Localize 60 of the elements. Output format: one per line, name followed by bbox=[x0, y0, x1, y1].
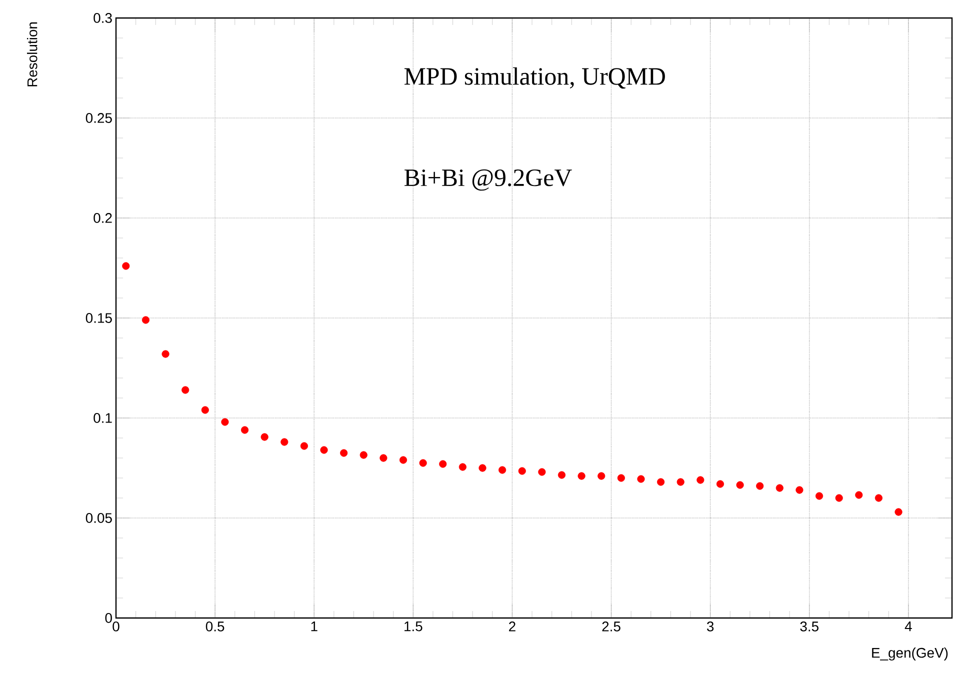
point bbox=[637, 475, 645, 483]
point bbox=[419, 459, 427, 467]
point bbox=[716, 480, 724, 488]
point bbox=[657, 478, 665, 486]
x-tick-label: 3.5 bbox=[800, 622, 818, 632]
point bbox=[855, 491, 863, 499]
point bbox=[736, 481, 744, 489]
y-tick-label: 0.1 bbox=[94, 413, 112, 423]
point bbox=[578, 472, 586, 480]
point bbox=[874, 494, 882, 502]
point bbox=[240, 426, 249, 434]
y-axis-title: Resolution bbox=[27, 22, 38, 86]
x-tick-label: 3 bbox=[706, 622, 714, 632]
point bbox=[796, 486, 804, 494]
point bbox=[399, 456, 408, 464]
point bbox=[756, 482, 764, 490]
point bbox=[201, 406, 209, 414]
point bbox=[478, 464, 486, 472]
point bbox=[518, 467, 526, 475]
y-tick-label: 0 bbox=[105, 613, 112, 623]
x-tick-label: 0 bbox=[112, 622, 120, 632]
x-tick-label: 4 bbox=[904, 622, 912, 632]
x-tick-label: 2 bbox=[509, 622, 516, 632]
y-tick-label: 0.3 bbox=[94, 13, 112, 23]
x-axis-title: E_gen(GeV) bbox=[872, 648, 948, 661]
point bbox=[538, 468, 546, 476]
point bbox=[696, 476, 704, 484]
point bbox=[380, 454, 388, 462]
annotation: Bi+Bi @9.2GeV bbox=[404, 169, 572, 191]
point bbox=[617, 474, 625, 482]
y-tick-label: 0.25 bbox=[86, 113, 112, 123]
point bbox=[360, 451, 368, 459]
point bbox=[439, 460, 447, 468]
point bbox=[498, 466, 506, 474]
point bbox=[162, 350, 170, 358]
point bbox=[280, 438, 288, 446]
point bbox=[894, 508, 902, 516]
x-tick-label: 1.5 bbox=[404, 622, 422, 632]
point bbox=[776, 484, 784, 492]
point bbox=[142, 316, 150, 324]
point bbox=[221, 418, 229, 426]
point bbox=[458, 463, 466, 471]
y-tick-label: 0.05 bbox=[86, 513, 112, 523]
point bbox=[122, 262, 130, 270]
annotation: MPD simulation, UrQMD bbox=[404, 67, 665, 89]
point bbox=[300, 442, 308, 450]
point bbox=[835, 494, 843, 502]
point bbox=[558, 471, 566, 479]
x-tick-label: 2.5 bbox=[602, 622, 620, 632]
y-tick-label: 0.2 bbox=[94, 213, 112, 223]
point bbox=[598, 472, 606, 480]
x-tick-label: 0.5 bbox=[206, 622, 224, 632]
point bbox=[320, 446, 328, 454]
point bbox=[340, 449, 348, 457]
x-tick-label: 1 bbox=[311, 622, 318, 632]
point bbox=[676, 478, 684, 486]
point bbox=[815, 492, 824, 500]
point bbox=[182, 386, 190, 394]
y-tick-label: 0.15 bbox=[86, 313, 112, 323]
point bbox=[260, 433, 268, 441]
